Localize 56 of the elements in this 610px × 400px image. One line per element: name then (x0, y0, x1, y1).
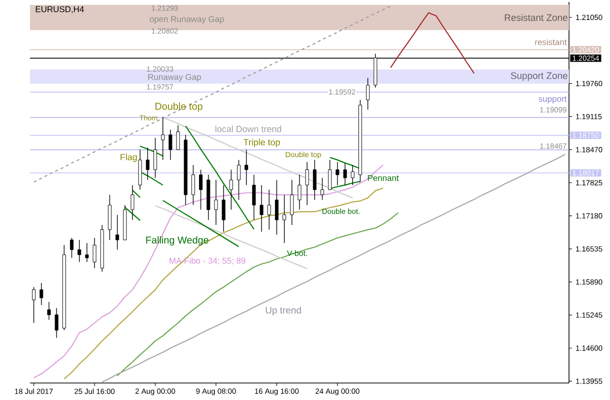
line-series (390, 12, 475, 74)
annotation: Falling Wedge (146, 236, 208, 246)
annotation: Triple top (243, 138, 280, 148)
chart-title: EURUSD,H4 (36, 6, 84, 14)
candlestick (320, 178, 324, 200)
candlestick (47, 302, 51, 320)
candlestick (85, 242, 89, 262)
candlestick (336, 162, 340, 186)
annotation: resistant (535, 38, 567, 46)
candlestick (267, 189, 271, 230)
candlestick (343, 162, 347, 186)
annotation: Double top (155, 102, 202, 112)
candlestick (237, 160, 241, 200)
candlestick (298, 174, 302, 210)
candlestick (350, 164, 354, 186)
candlestick (260, 184, 264, 232)
candlestick (153, 138, 158, 178)
candlestick (116, 214, 120, 250)
candlestick (146, 147, 150, 180)
candlestick (32, 286, 36, 324)
candlestick (92, 238, 96, 268)
line-series (162, 116, 354, 198)
candlestick (191, 164, 195, 206)
candlestick (312, 160, 316, 200)
candlestick (70, 238, 74, 258)
band-label: Support Zone (510, 72, 568, 81)
candlestick (176, 124, 180, 150)
candlestick (40, 282, 44, 306)
candlestick (229, 169, 233, 210)
candlestick (222, 184, 226, 232)
annotation: Runaway Gap (148, 74, 201, 82)
annotation: MA Fibo - 34; 55; 89 (170, 257, 246, 265)
candlestick (290, 180, 294, 226)
candlestick (161, 116, 165, 160)
candlestick (199, 169, 203, 210)
candlestick (214, 180, 218, 226)
candlestick (78, 240, 82, 262)
candlestick (54, 308, 58, 338)
annotation: open Runaway Gap (150, 16, 224, 24)
candlestick (305, 162, 309, 206)
candlestick (328, 160, 332, 190)
candlestick (274, 180, 278, 236)
annotation: support (538, 96, 567, 104)
candlestick (252, 174, 256, 220)
candlestick (244, 149, 248, 186)
line-series (116, 212, 399, 376)
annotation: Pennant (368, 175, 399, 181)
annotation: Up trend (266, 306, 301, 316)
band-label: Resistant Zone (504, 14, 568, 21)
annotation: local Down trend (216, 126, 282, 132)
annotation: Flag (120, 154, 137, 162)
line-series (329, 156, 361, 170)
candlestick (282, 194, 286, 244)
candlestick (130, 184, 134, 220)
candlestick (366, 78, 370, 110)
candlestick (168, 129, 172, 160)
